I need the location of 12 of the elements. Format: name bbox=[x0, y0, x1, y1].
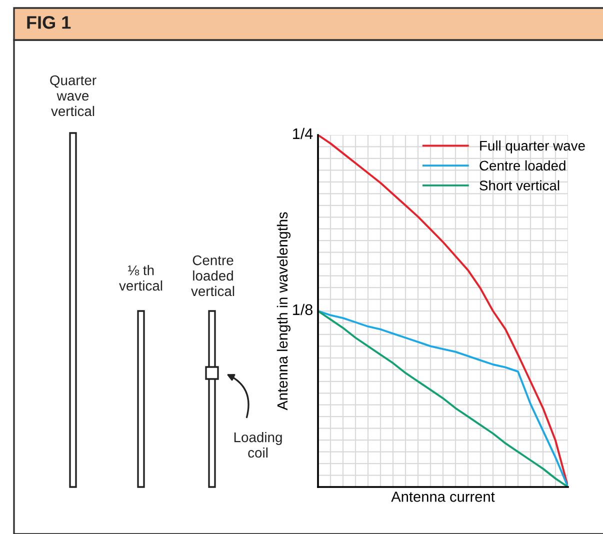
text: FIG 1 bbox=[27, 16, 71, 29]
legend-label: Centre loaded bbox=[480, 160, 566, 171]
text: ⅛ th vertical bbox=[119, 265, 162, 291]
text: Centre loaded vertical bbox=[191, 255, 234, 296]
y-tick-label: 1/4 bbox=[293, 128, 313, 140]
y-tick-label: 1/8 bbox=[293, 304, 312, 316]
y-axis-title: Antenna length in wavelengths bbox=[276, 212, 290, 410]
legend-label: Full quarter wave bbox=[480, 140, 585, 154]
text: Loading coil bbox=[234, 432, 282, 458]
text: Quarter wave vertical bbox=[50, 75, 96, 116]
legend-label: Short vertical bbox=[480, 180, 560, 190]
x-axis-title: Antenna current bbox=[391, 492, 495, 502]
